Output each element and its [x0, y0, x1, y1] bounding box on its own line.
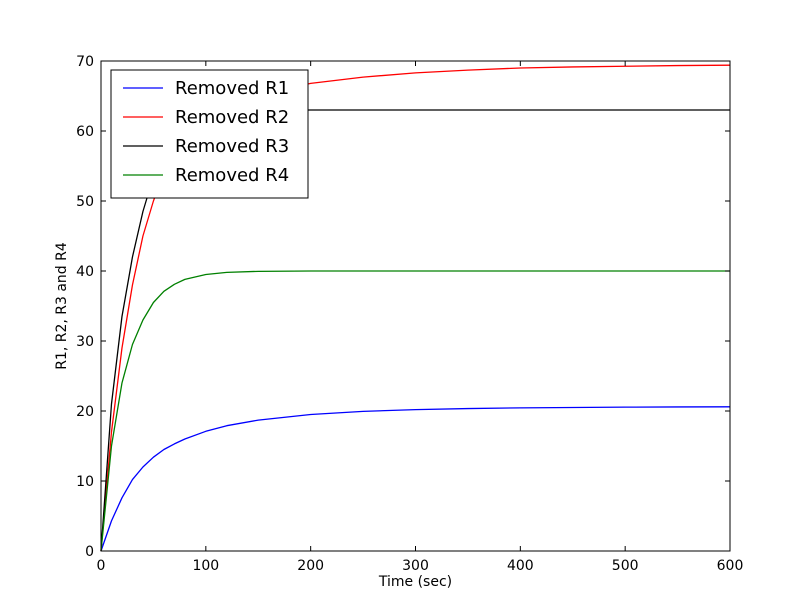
y-tick-label: 70 — [76, 54, 94, 70]
series-line-4 — [100, 270, 730, 552]
x-tick-label: 600 — [717, 558, 744, 574]
ticks-layer: 0 100 200 300 400 500 600 0 10 20 30 40 50 60 70 — [76, 54, 743, 574]
y-tick-label: 10 — [76, 474, 94, 490]
y-tick-label: 30 — [76, 334, 94, 350]
legend-label-1: Removed R1 — [175, 78, 289, 99]
y-tick-label: 40 — [76, 264, 94, 280]
legend-label-2: Removed R2 — [175, 107, 289, 128]
series-line-1 — [100, 406, 731, 552]
y-tick-label: 60 — [76, 124, 94, 140]
legend: Removed R1 Removed R2 Removed R3 Removed R4 — [110, 69, 309, 199]
y-axis-label: R1, R2, R3 and R4 — [54, 242, 70, 370]
x-tick-label: 500 — [612, 558, 639, 574]
y-tick-label: 0 — [85, 544, 94, 560]
x-tick-label: 200 — [297, 558, 324, 574]
x-tick-label: 0 — [97, 558, 106, 574]
y-tick-label: 20 — [76, 404, 94, 420]
legend-label-3: Removed R3 — [175, 136, 289, 157]
y-tick-label: 50 — [76, 194, 94, 210]
legend-box — [110, 69, 309, 199]
x-tick-label: 300 — [402, 558, 429, 574]
x-tick-label: 400 — [507, 558, 534, 574]
x-tick-label: 100 — [192, 558, 219, 574]
legend-label-4: Removed R4 — [175, 165, 289, 186]
x-axis-label: Time (sec) — [378, 574, 452, 590]
